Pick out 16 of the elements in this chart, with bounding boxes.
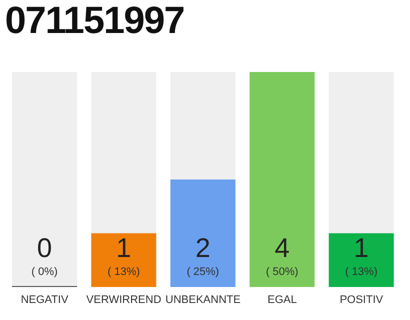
data-label: 1 (354, 233, 369, 263)
x-tick-label: UNBEKANNTE (165, 294, 241, 306)
annotation: ( 25%) (186, 266, 220, 278)
annotation: ( 13%) (107, 266, 140, 278)
data-label: 1 (116, 233, 132, 263)
x-tick-label: NEGATIV (20, 294, 69, 306)
data-label: 2 (195, 233, 210, 263)
annotation: ( 50%) (266, 266, 298, 278)
annotation: ( 0%) (31, 266, 58, 278)
x-tick-label: POSITIV (340, 294, 384, 306)
chart-title: 071151997 (5, 0, 184, 43)
data-label: 4 (274, 233, 290, 263)
x-tick-label: VERWIRREND (86, 294, 162, 306)
data-label: 0 (36, 233, 52, 263)
x-tick-label: EGAL (268, 294, 297, 306)
annotation: ( 13%) (345, 266, 378, 278)
